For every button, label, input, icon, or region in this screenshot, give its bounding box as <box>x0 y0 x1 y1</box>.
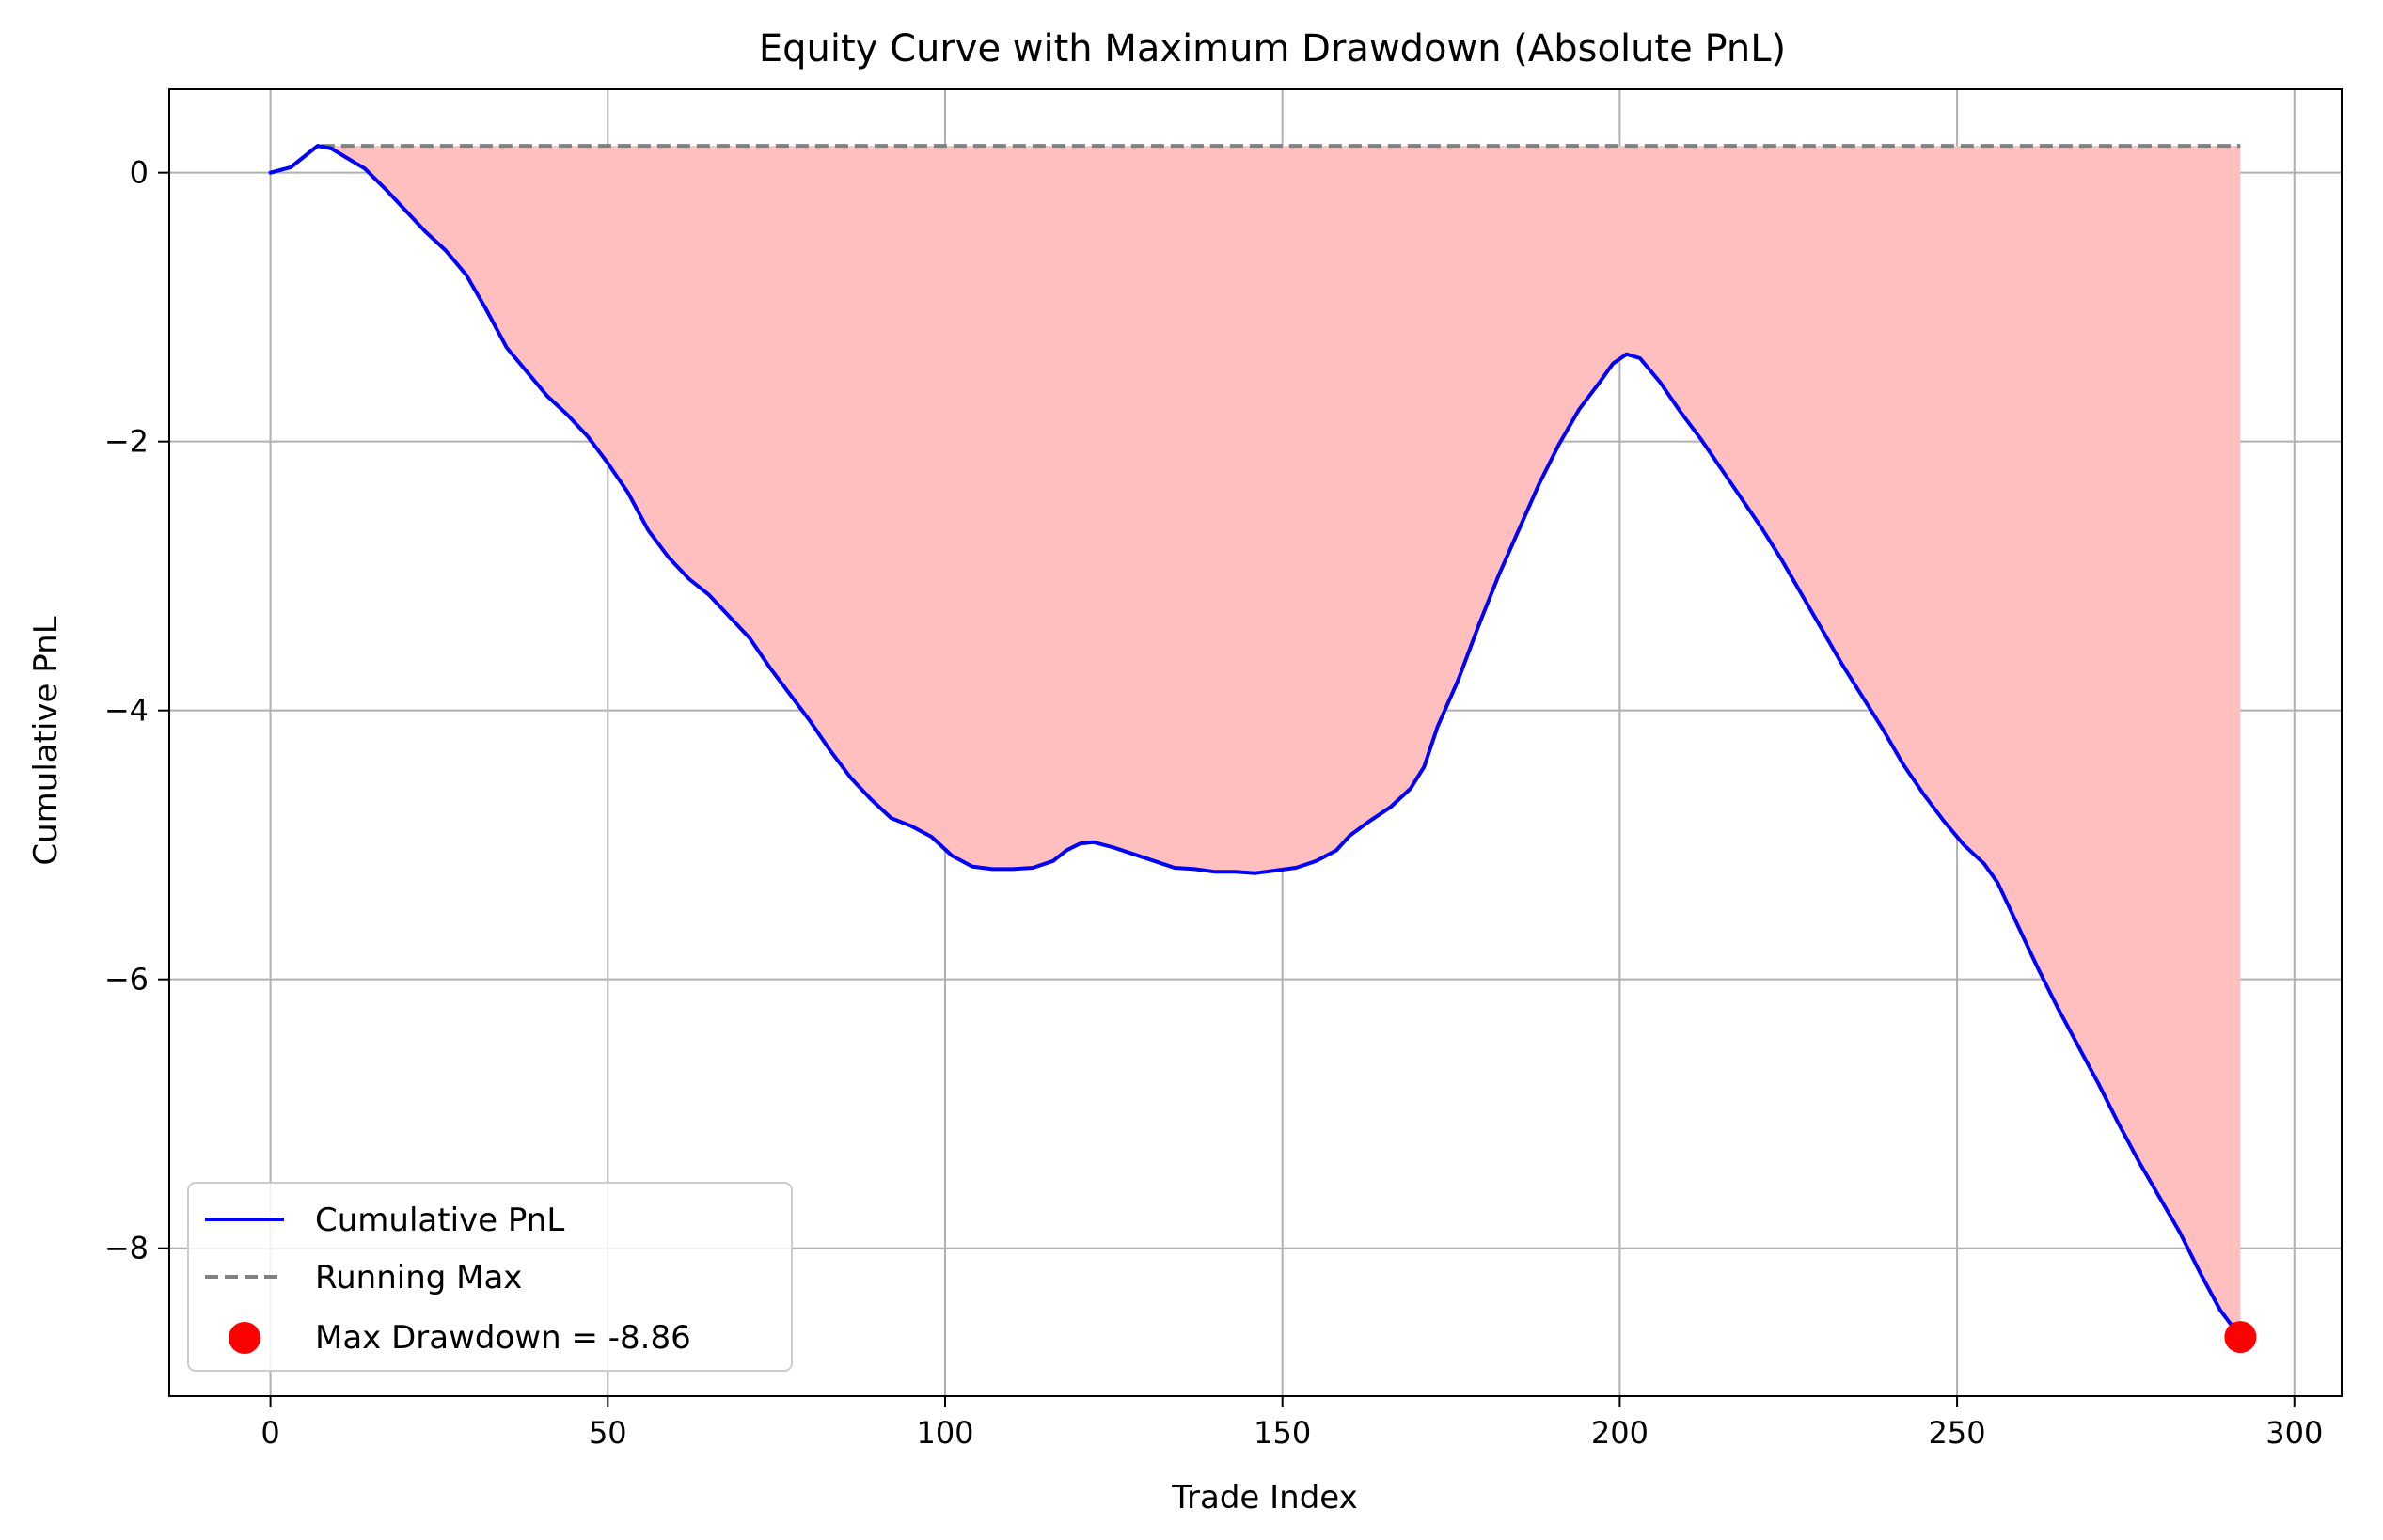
legend: Cumulative PnL Running Max Max Drawdown … <box>187 1182 793 1372</box>
x-tick-label: 100 <box>916 1415 973 1451</box>
drawdown-fill-area <box>270 146 2241 1338</box>
legend-label-cumulative-pnl: Cumulative PnL <box>315 1202 564 1239</box>
x-tick-label: 50 <box>589 1415 627 1451</box>
y-axis-ticks: 0 −2 −4 −6 −8 <box>104 155 169 1266</box>
legend-swatch-max-drawdown <box>229 1322 260 1354</box>
legend-label-running-max: Running Max <box>315 1259 522 1296</box>
y-tick-label: −6 <box>104 962 149 998</box>
y-tick-label: −2 <box>104 424 149 460</box>
chart-title: Equity Curve with Maximum Drawdown (Abso… <box>759 27 1786 71</box>
plot-frame <box>168 88 2343 1397</box>
legend-label-max-drawdown: Max Drawdown = -8.86 <box>315 1319 691 1357</box>
x-tick-label: 150 <box>1254 1415 1311 1451</box>
x-axis-label: Trade Index <box>1171 1479 1358 1516</box>
x-tick-label: 250 <box>1929 1415 1986 1451</box>
series-line-running-max <box>270 144 2241 175</box>
x-tick-label: 200 <box>1591 1415 1649 1451</box>
marker-layer <box>2224 1321 2257 1354</box>
y-tick-label: −8 <box>104 1231 149 1266</box>
x-tick-label: 300 <box>2265 1415 2323 1451</box>
max-drawdown-marker <box>2224 1321 2257 1354</box>
legend-box <box>187 1182 793 1372</box>
y-axis-label: Cumulative PnL <box>27 616 65 865</box>
y-tick-label: 0 <box>130 155 149 191</box>
y-tick-label: −4 <box>104 693 149 729</box>
series-line-cumulative-pnl <box>268 144 2243 1340</box>
x-axis-ticks: 0 50 100 150 200 250 300 <box>260 1396 2323 1451</box>
x-tick-label: 0 <box>260 1415 279 1451</box>
series-layer <box>268 144 2243 1340</box>
